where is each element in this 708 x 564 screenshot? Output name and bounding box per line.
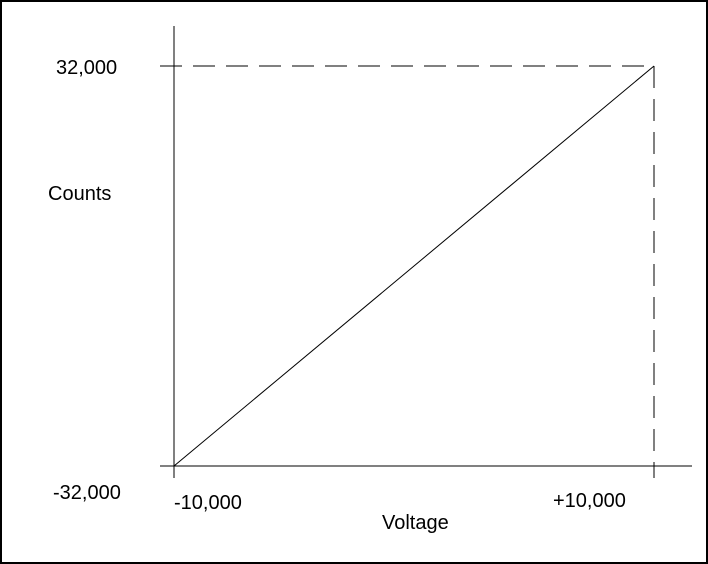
x-tick-label-max: +10,000 xyxy=(553,490,626,512)
series-line-0 xyxy=(173,65,655,467)
x-axis-label: Voltage xyxy=(382,512,449,534)
y-tick-label-min: -32,000 xyxy=(53,482,121,504)
x-tick-label-min: -10,000 xyxy=(174,492,242,514)
y-tick-label-max: 32,000 xyxy=(56,57,118,79)
y-axis-label: Counts xyxy=(48,183,112,205)
